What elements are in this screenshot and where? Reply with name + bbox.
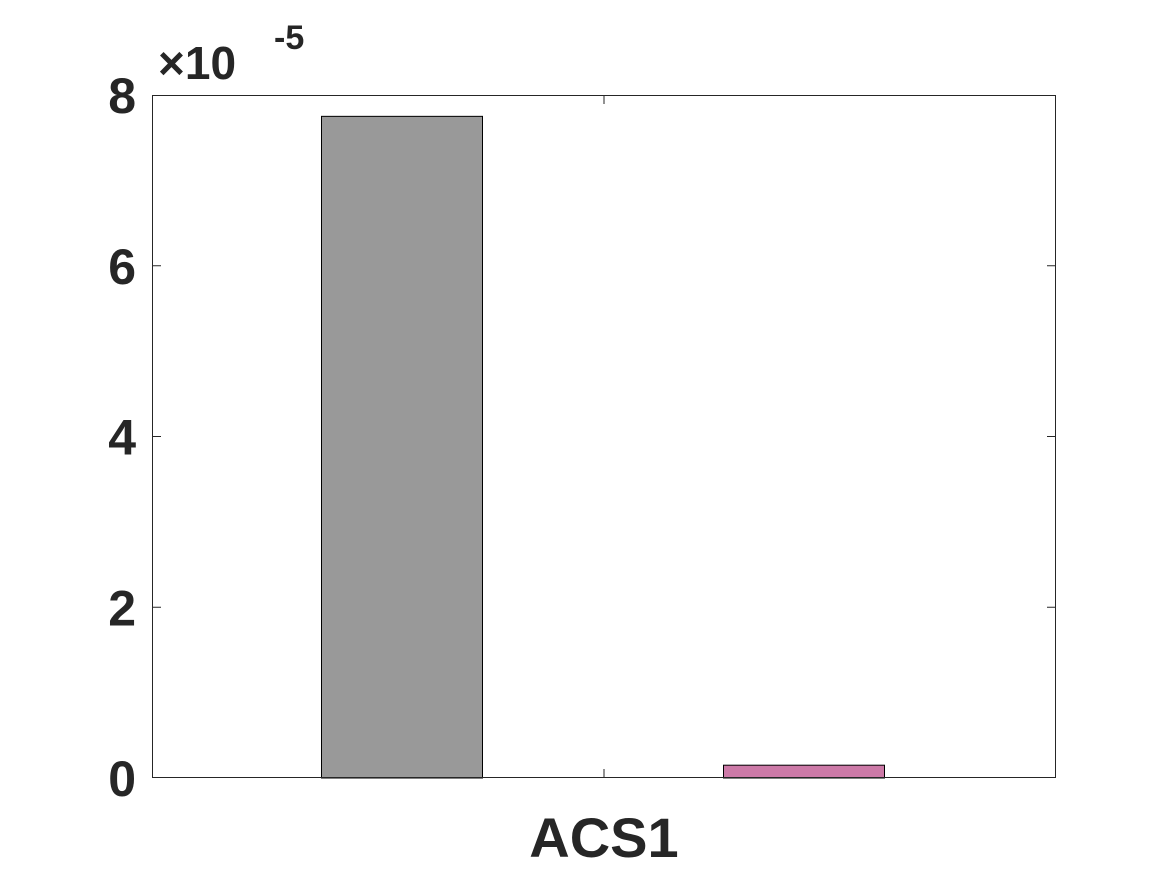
bars-group	[321, 115, 885, 779]
y-tick-label: 8	[108, 68, 136, 124]
plot-area	[152, 95, 1056, 778]
y-tick-labels: 0 2 4 6 8	[108, 68, 136, 807]
y-tick-label: 4	[108, 410, 136, 466]
y-exponent-base: ×10	[158, 37, 236, 89]
y-tick-label: 6	[108, 239, 136, 295]
x-tick-labels: ACS1	[529, 806, 678, 869]
bar-series-2-acs1	[723, 764, 885, 779]
bar-series-1-acs1	[321, 115, 483, 779]
y-tick-label: 0	[108, 751, 136, 807]
x-category-label: ACS1	[529, 806, 678, 869]
ticks-group	[152, 95, 1056, 778]
y-tick-label: 2	[108, 580, 136, 636]
y-exponent-power: -5	[274, 19, 304, 57]
